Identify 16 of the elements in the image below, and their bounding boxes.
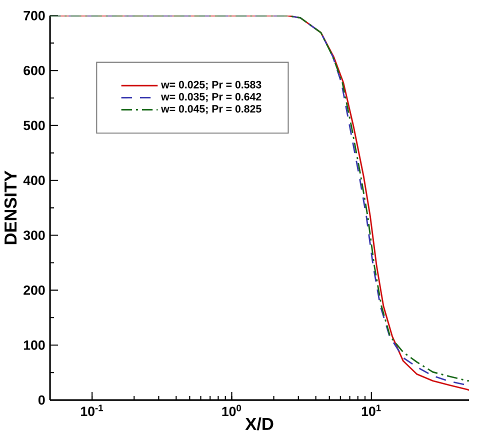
y-tick-label: 100 <box>24 340 45 350</box>
y-tick-label: 200 <box>24 286 45 295</box>
x-tick-label: 10$^{0}$ <box>222 404 242 416</box>
x-axis-title: X/D <box>245 417 274 430</box>
x-tick-label: 10$^{-1}$ <box>81 404 104 416</box>
legend-label: w= 0.025; Pr = 0.583 <box>161 80 262 90</box>
legend-label: w= 0.035; Pr = 0.642 <box>161 93 262 102</box>
y-tick-label: 400 <box>23 176 45 186</box>
y-tick-label: 0 <box>38 395 45 405</box>
y-tick-label: 300 <box>23 230 45 240</box>
legend-label: w= 0.045; Pr = 0.825 <box>161 105 262 114</box>
y-tick-label: 700 <box>24 10 45 20</box>
y-tick-label: 500 <box>24 120 45 130</box>
x-tick-label: 10$^{1}$ <box>362 404 381 416</box>
y-tick-label: 600 <box>24 66 45 76</box>
y-axis-title: DENSITY <box>4 170 17 244</box>
